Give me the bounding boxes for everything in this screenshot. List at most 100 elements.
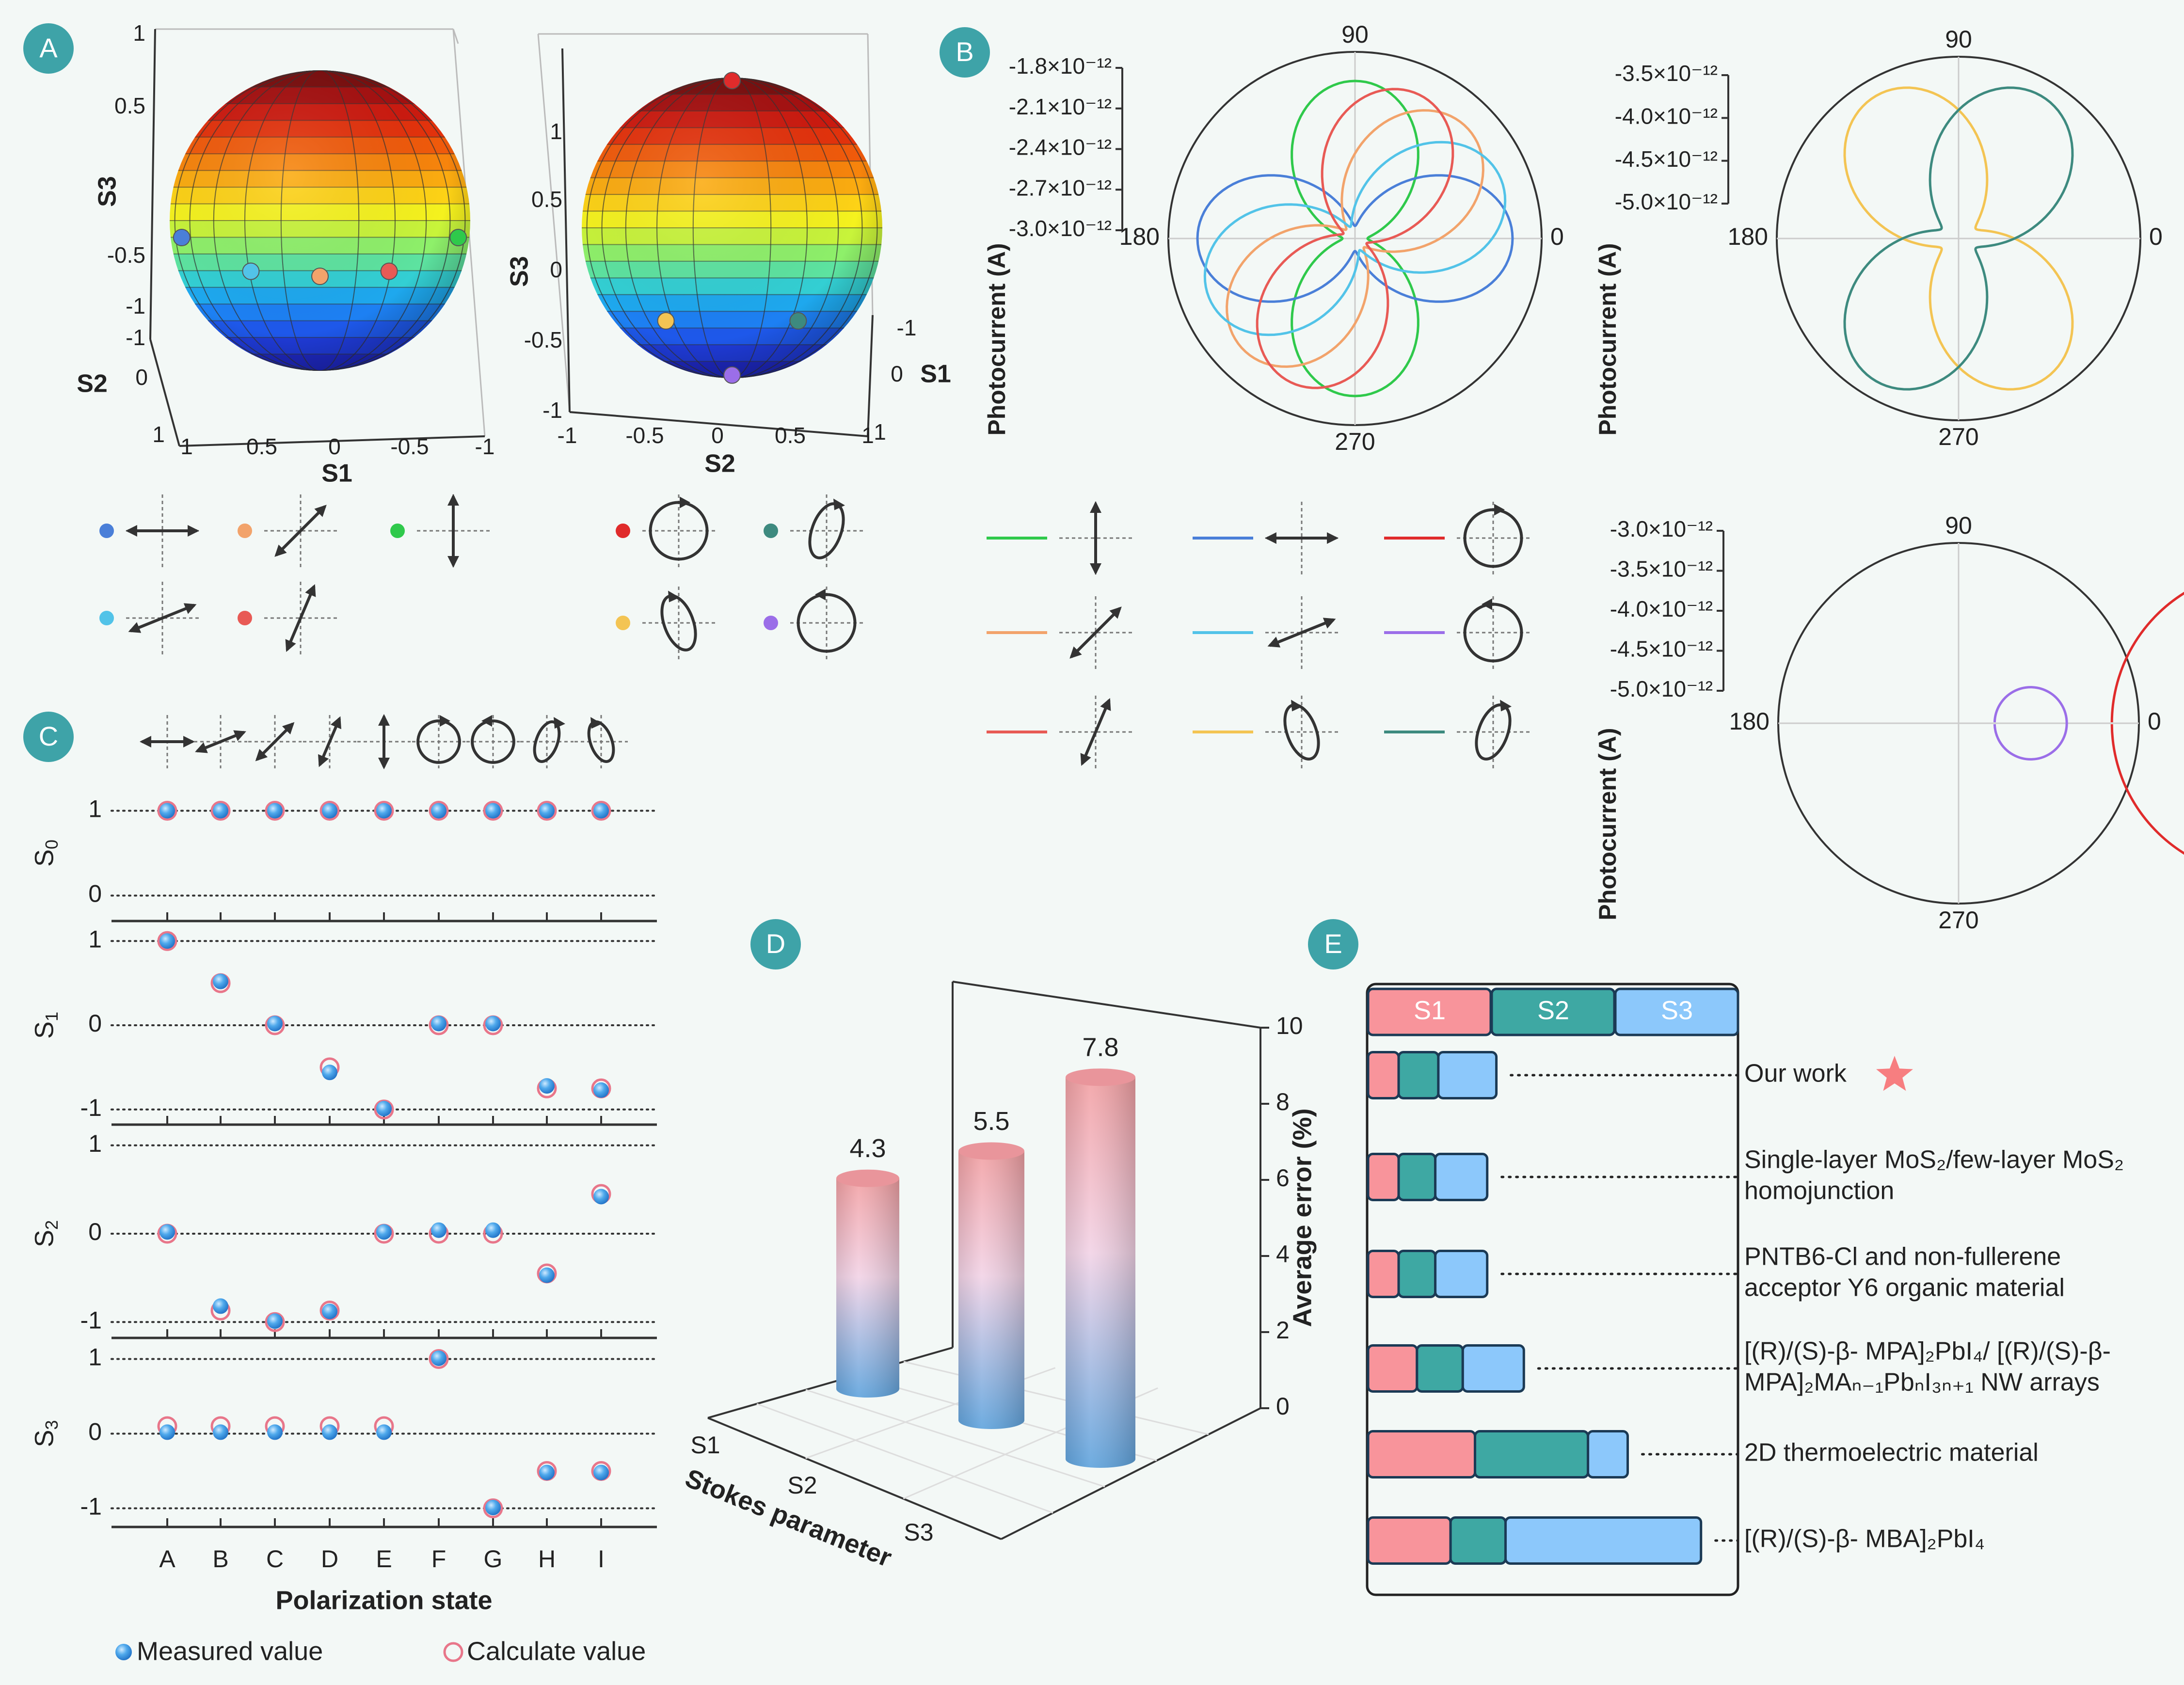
legend-a-glyph-circular-right <box>642 494 715 567</box>
sphere2-z-tick: 1 <box>550 119 562 144</box>
e-row-label: Single-layer MoS₂/few-layer MoS₂ <box>1744 1146 2124 1174</box>
sphere2-point-H <box>657 312 675 330</box>
sphere2-y-tick: 1 <box>874 419 886 445</box>
stokes-measured-point <box>213 1424 228 1440</box>
legend-a-glyph-circular-left <box>790 587 863 659</box>
polar-r-tick: -3.5×10⁻¹² <box>1610 556 1713 582</box>
stokes-ylabel: S2 <box>30 1220 61 1247</box>
stokes-ytick: -1 <box>80 1493 102 1520</box>
polar-r-tick: -1.8×10⁻¹² <box>1009 53 1112 79</box>
polar-angle-tick: 180 <box>1728 223 1768 250</box>
stokes-ylabel-sub: 3 <box>42 1420 62 1430</box>
sphere1-x-tick: -1 <box>475 434 495 459</box>
sphere1-axis-s2 <box>149 339 180 446</box>
stokes-category: D <box>321 1545 338 1573</box>
legend-a-dot <box>616 524 630 538</box>
stokes-glyph-elliptical-left <box>574 715 628 768</box>
glyph-arrowhead <box>1482 598 1492 610</box>
stokes-xlabel: Polarization state <box>275 1586 492 1615</box>
stokes-measured-point <box>322 803 337 819</box>
stokes-measured-point <box>376 1424 392 1440</box>
glyph-circle <box>1463 508 1523 568</box>
sphere-bands <box>582 78 882 378</box>
polar-angle-tick: 180 <box>1729 708 1770 735</box>
e-bar-segment-S2 <box>1397 1250 1437 1298</box>
glyph-arrow <box>1080 698 1111 766</box>
sphere1-point-E <box>449 229 467 246</box>
polar-r-tick: -4.0×10⁻¹² <box>1615 103 1718 128</box>
stokes-measured-point <box>539 803 555 819</box>
stokes-ylabel-sub: 1 <box>42 1012 62 1021</box>
sphere2-z-label: S3 <box>506 256 534 287</box>
polar-ylabel: Photocurrent (A) <box>983 243 1010 435</box>
stokes-ytick: -1 <box>80 1306 102 1334</box>
stokes-glyph-linear-vertical <box>357 714 411 770</box>
legend-a-glyph-linear-horizontal <box>125 494 200 567</box>
stokes-measured-point <box>431 803 446 819</box>
e-row: 2D thermoelectric material <box>1367 1430 2039 1478</box>
polar-r-tick: -4.0×10⁻¹² <box>1610 596 1713 621</box>
panel-label: B <box>956 36 973 67</box>
d-ztick: 0 <box>1276 1393 1290 1420</box>
stokes-calc-point <box>157 931 177 951</box>
polar-plot-linear: 90 180 0 270 -1.8×10⁻¹² -2.1×10⁻¹² -2.4×10⁻¹² -… <box>1009 21 1564 455</box>
d-ztick: 6 <box>1276 1164 1290 1192</box>
sphere2-x-tick: 0 <box>711 423 724 448</box>
stokes-calc-point <box>483 1498 503 1518</box>
e-bar-segment-S1 <box>1367 1516 1452 1565</box>
polar-r-tick: -5.0×10⁻¹² <box>1615 189 1718 214</box>
polar-angle-tick: 90 <box>1945 26 1972 53</box>
polar-series-45deg <box>1226 109 1484 368</box>
stokes-calc-point <box>591 801 611 821</box>
legend-b-glyph-elliptical-right <box>1457 696 1530 768</box>
stokes-calc-point <box>537 801 557 821</box>
legend-a-glyph-linear-45 <box>264 494 337 567</box>
d-floor-right <box>1001 1407 1261 1540</box>
sphere2-y-tick: 0 <box>891 361 903 386</box>
polar-r-tick: -3.0×10⁻¹² <box>1610 516 1713 541</box>
stokes-glyph-circular-left <box>466 715 520 768</box>
e-bar-segment-S1 <box>1367 1430 1476 1478</box>
legend-a-dot <box>764 616 778 630</box>
d-floor-grid <box>805 1389 1105 1488</box>
stokes-measured-point <box>593 1464 609 1480</box>
panel-label: A <box>39 32 58 63</box>
polar-angle-tick: 270 <box>1335 428 1375 455</box>
polar-angle-tick: 0 <box>2149 223 2163 250</box>
panel-label-badge <box>23 712 74 762</box>
stokes-measured-point <box>431 1016 446 1032</box>
polar-series-circular-left <box>1993 686 2068 761</box>
sphere2-x-tick: -0.5 <box>625 423 664 448</box>
stokes-category: A <box>159 1545 175 1573</box>
stokes-measured-point <box>376 803 392 819</box>
stokes-measured-point <box>431 1222 446 1238</box>
sphere1-x-tick: 0 <box>328 434 341 459</box>
stokes-measured-point <box>485 1016 501 1032</box>
legend-a-glyph-linear-22 <box>126 582 199 654</box>
legend-b-glyph-linear-horizontal <box>1264 502 1339 574</box>
sphere2-z-tick: 0.5 <box>531 187 562 212</box>
legend-a-dot <box>99 611 114 625</box>
sphere2-point-G <box>723 366 741 384</box>
e-row-label: PNTB6-Cl and non-fullerene <box>1744 1243 2061 1271</box>
stokes-ytick: 1 <box>88 795 102 823</box>
sphere-shade <box>582 78 882 378</box>
stokes-measured-point <box>485 1499 501 1515</box>
glyph-arrowhead <box>554 717 565 729</box>
e-legend-S3 <box>1614 987 1739 1036</box>
stokes-measured-point <box>485 1222 501 1238</box>
polar-angle-tick: 90 <box>1341 21 1369 48</box>
glyph-arrow <box>128 603 197 633</box>
stokes-calc-point <box>265 1312 285 1332</box>
e-row-label: MPA]₂MAₙ₋₁PbₙI₃ₙ₊₁ NW arrays <box>1744 1368 2100 1397</box>
d-cylinder-shade <box>958 1151 1024 1429</box>
glyph-arrowhead <box>815 588 826 601</box>
stokes-measured-point <box>213 973 228 989</box>
e-row-label: acceptor Y6 organic material <box>1744 1274 2065 1302</box>
legend-calc-marker <box>443 1642 463 1662</box>
stokes-category: G <box>484 1545 503 1573</box>
e-bar-segment-S2 <box>1397 1153 1437 1201</box>
stokes-ylabel-sub: 0 <box>42 840 62 849</box>
stokes-glyph-linear-22 <box>194 715 247 768</box>
panel-label-badge <box>750 919 801 970</box>
